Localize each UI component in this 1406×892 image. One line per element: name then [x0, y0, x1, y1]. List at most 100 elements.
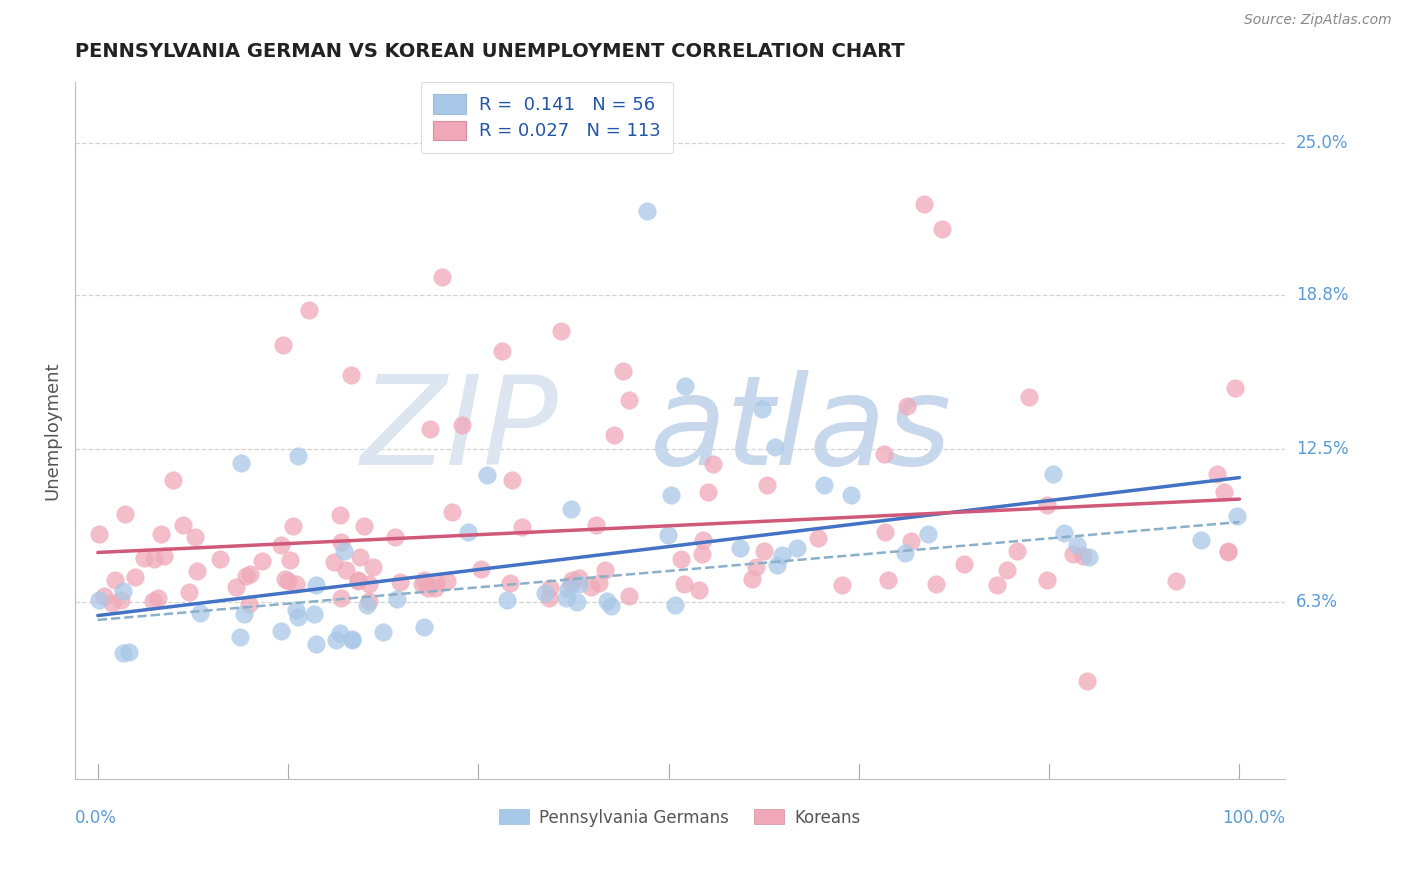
Point — [278, 553, 301, 567]
Point — [763, 441, 786, 455]
Point — [440, 505, 463, 519]
Point — [177, 585, 200, 599]
Point — [1053, 525, 1076, 540]
Text: 18.8%: 18.8% — [1296, 285, 1348, 303]
Point — [617, 589, 640, 603]
Point — [612, 364, 634, 378]
Text: ZIP: ZIP — [361, 370, 560, 491]
Point — [1062, 547, 1084, 561]
Point — [673, 577, 696, 591]
Point — [1212, 485, 1234, 500]
Legend: Pennsylvania Germans, Koreans: Pennsylvania Germans, Koreans — [494, 802, 868, 833]
Point — [1189, 533, 1212, 547]
Point — [232, 607, 254, 622]
Point — [87, 527, 110, 541]
Point — [287, 610, 309, 624]
Point — [329, 535, 352, 549]
Point — [659, 488, 682, 502]
Point — [287, 449, 309, 463]
Point — [669, 552, 692, 566]
Point — [333, 544, 356, 558]
Point — [1226, 509, 1249, 524]
Point — [1073, 549, 1095, 564]
Point — [250, 554, 273, 568]
Point — [595, 563, 617, 577]
Point — [873, 447, 896, 461]
Point — [298, 303, 321, 318]
Point — [101, 596, 124, 610]
Point — [329, 591, 352, 605]
Point — [741, 572, 763, 586]
Point — [302, 607, 325, 621]
Point — [284, 577, 307, 591]
Point — [153, 549, 176, 564]
Point — [134, 550, 156, 565]
Point — [755, 478, 778, 492]
Point — [673, 378, 696, 392]
Point — [702, 457, 724, 471]
Point — [450, 417, 472, 432]
Point — [384, 530, 406, 544]
Point — [457, 525, 479, 540]
Point — [186, 564, 208, 578]
Point — [277, 574, 299, 588]
Point — [617, 392, 640, 407]
Point — [588, 575, 610, 590]
Point — [917, 526, 939, 541]
Point — [239, 566, 262, 581]
Point — [501, 473, 523, 487]
Point — [112, 584, 135, 599]
Point — [896, 399, 918, 413]
Point — [568, 577, 591, 591]
Point — [554, 591, 576, 605]
Point — [146, 591, 169, 605]
Point — [104, 573, 127, 587]
Point — [112, 647, 135, 661]
Point — [894, 546, 917, 560]
Point — [357, 593, 380, 607]
Point — [692, 533, 714, 548]
Point — [322, 556, 344, 570]
Point — [931, 221, 953, 235]
Point — [1205, 467, 1227, 481]
Point — [285, 603, 308, 617]
Text: 0.0%: 0.0% — [75, 809, 117, 828]
Point — [657, 528, 679, 542]
Point — [728, 541, 751, 555]
Text: atlas: atlas — [650, 370, 952, 491]
Point — [335, 563, 357, 577]
Point — [142, 593, 165, 607]
Point — [114, 507, 136, 521]
Point — [579, 580, 602, 594]
Point — [534, 586, 557, 600]
Point — [953, 558, 976, 572]
Point — [124, 570, 146, 584]
Point — [143, 551, 166, 566]
Point — [357, 577, 380, 591]
Point — [340, 368, 363, 383]
Point — [1078, 550, 1101, 565]
Point — [745, 559, 768, 574]
Point — [150, 527, 173, 541]
Point — [436, 574, 458, 588]
Point — [1018, 390, 1040, 404]
Point — [208, 552, 231, 566]
Point — [831, 577, 853, 591]
Point — [995, 563, 1018, 577]
Point — [600, 599, 623, 613]
Point — [839, 488, 862, 502]
Point — [425, 575, 447, 590]
Text: PENNSYLVANIA GERMAN VS KOREAN UNEMPLOYMENT CORRELATION CHART: PENNSYLVANIA GERMAN VS KOREAN UNEMPLOYME… — [75, 42, 904, 61]
Point — [172, 517, 194, 532]
Point — [416, 581, 439, 595]
Point — [912, 197, 935, 211]
Point — [89, 592, 111, 607]
Point — [1066, 538, 1088, 552]
Point — [340, 633, 363, 648]
Point — [557, 582, 579, 597]
Point — [235, 569, 257, 583]
Point — [752, 544, 775, 558]
Point — [347, 573, 370, 587]
Point — [162, 473, 184, 487]
Point — [1166, 574, 1188, 588]
